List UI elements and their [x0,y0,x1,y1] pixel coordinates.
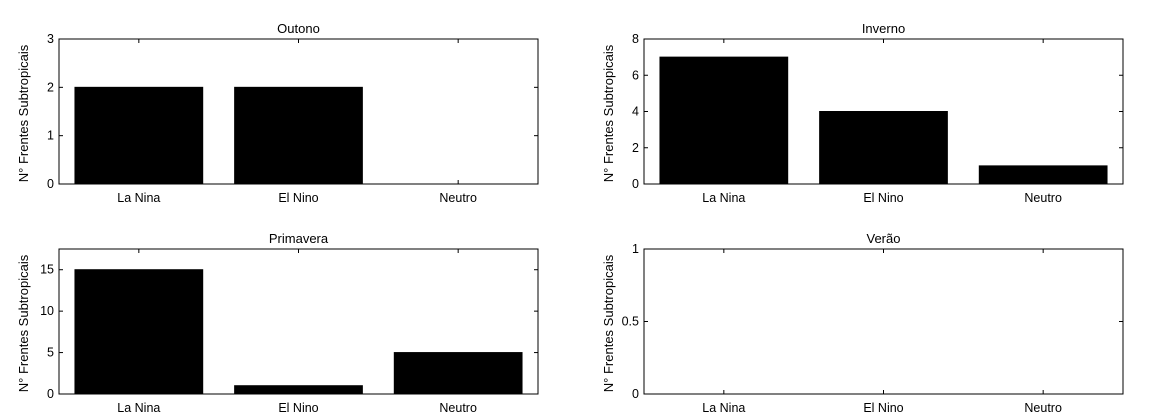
y-tick-label: 2 [632,141,639,155]
bar-la-nina [74,269,204,395]
x-tick-label: El Nino [278,191,318,205]
x-tick-label: La Nina [117,191,160,205]
chart-title: Verão [867,231,901,246]
x-tick-label: El Nino [278,401,318,414]
y-tick-label: 10 [40,304,54,318]
chart-outono: 0 1 2 3 La Nina El Nino Neutro Outono N° Frentes… [16,21,539,205]
y-tick-label: 1 [632,242,639,256]
y-axis-label: N° Frentes Subtropicais [601,44,616,182]
x-tick-label: El Nino [863,401,903,414]
bar-el-nino [819,111,948,185]
y-tick-label: 1 [47,129,54,143]
y-axis-label: N° Frentes Subtropicais [601,254,616,392]
bar-la-nina [74,86,204,185]
x-tick-label: Neutro [1024,191,1062,205]
chart-inverno: 0 2 4 6 8 La Nina El Nino Neutro Inverno N° Frent… [601,21,1124,205]
x-tick-label: Neutro [439,401,477,414]
y-tick-label: 6 [632,68,639,82]
bar-neutro [393,352,523,395]
x-tick-label: El Nino [863,191,903,205]
y-tick-label: 4 [632,105,639,119]
y-tick-label: 0 [47,177,54,191]
y-tick-label: 0.5 [622,315,639,329]
chart-title: Inverno [862,21,905,36]
y-tick-label: 8 [632,32,639,46]
chart-title: Primavera [269,231,329,246]
y-tick-label: 5 [47,346,54,360]
chart-primavera: 0 5 10 15 La Nina El Nino Neutro Primavera N° Fr… [16,231,539,414]
y-tick-label: 0 [47,387,54,401]
bar-la-nina [659,56,789,185]
axes-frame [643,248,1124,395]
y-tick-label: 0 [632,177,639,191]
x-tick-label: Neutro [1024,401,1062,414]
y-axis-label: N° Frentes Subtropicais [16,44,31,182]
x-tick-label: Neutro [439,191,477,205]
x-tick-label: La Nina [702,191,745,205]
x-tick-label: La Nina [117,401,160,414]
y-axis-label: N° Frentes Subtropicais [16,254,31,392]
y-tick-label: 3 [47,32,54,46]
chart-verao: 0 0.5 1 La Nina El Nino Neutro Verão N° Frentes… [601,231,1124,414]
y-tick-label: 15 [40,263,54,277]
bar-el-nino [234,86,363,185]
x-tick-label: La Nina [702,401,745,414]
y-tick-label: 2 [47,80,54,94]
y-tick-label: 0 [632,387,639,401]
chart-title: Outono [277,21,320,36]
